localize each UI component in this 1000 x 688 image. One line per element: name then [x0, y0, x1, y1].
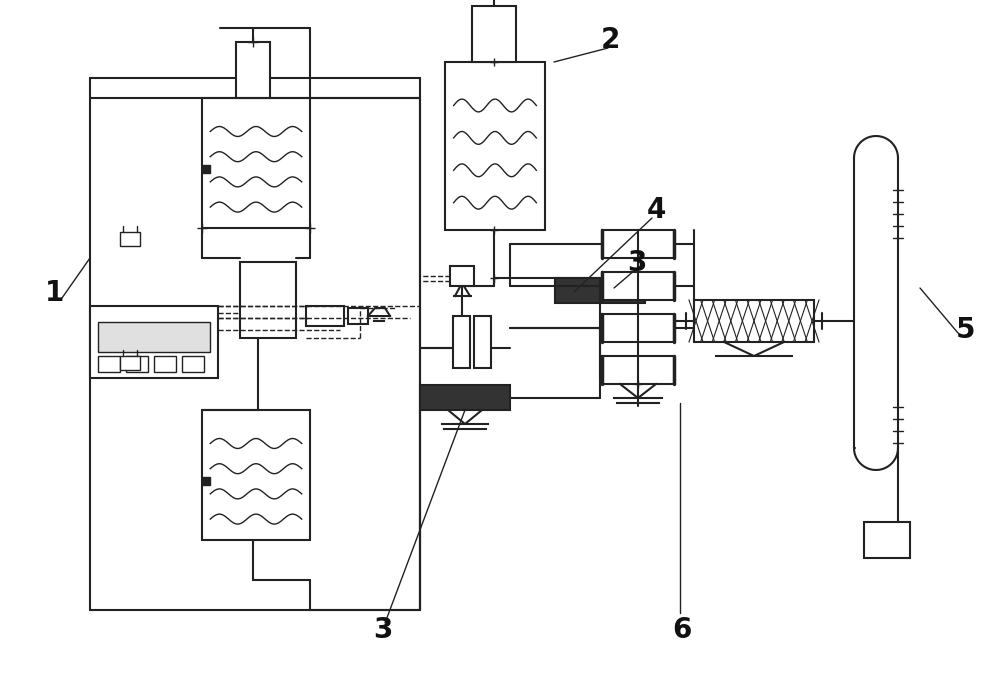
Bar [602, 314, 674, 342]
Text: 2: 2 [600, 26, 620, 54]
Bar [126, 356, 148, 372]
Bar [90, 306, 218, 378]
Bar [602, 230, 674, 258]
Bar [420, 385, 510, 410]
Bar [306, 306, 344, 326]
Bar [120, 356, 140, 370]
Bar [236, 42, 270, 98]
Bar [98, 322, 210, 352]
Bar [108, 85, 403, 593]
Bar [348, 308, 368, 324]
Text: 4: 4 [646, 196, 666, 224]
Bar [202, 165, 210, 173]
Bar [240, 262, 296, 338]
Text: 5: 5 [956, 316, 976, 344]
Text: 3: 3 [627, 249, 647, 277]
Bar [110, 85, 403, 591]
Bar [98, 356, 120, 372]
Text: 6: 6 [672, 616, 692, 644]
Text: 1: 1 [45, 279, 65, 307]
Bar [864, 522, 910, 558]
Bar [474, 316, 491, 368]
Bar [472, 6, 516, 62]
Bar [202, 98, 310, 228]
Bar [120, 232, 140, 246]
Bar [90, 78, 420, 610]
Bar [450, 266, 474, 286]
Bar [154, 356, 176, 372]
Bar [202, 477, 210, 485]
Bar [555, 278, 645, 303]
Bar [202, 410, 310, 540]
Text: 3: 3 [373, 616, 393, 644]
Bar [694, 300, 814, 342]
Bar [602, 272, 674, 300]
Bar [182, 356, 204, 372]
Bar [445, 62, 545, 230]
Bar [453, 316, 470, 368]
Bar [602, 356, 674, 384]
